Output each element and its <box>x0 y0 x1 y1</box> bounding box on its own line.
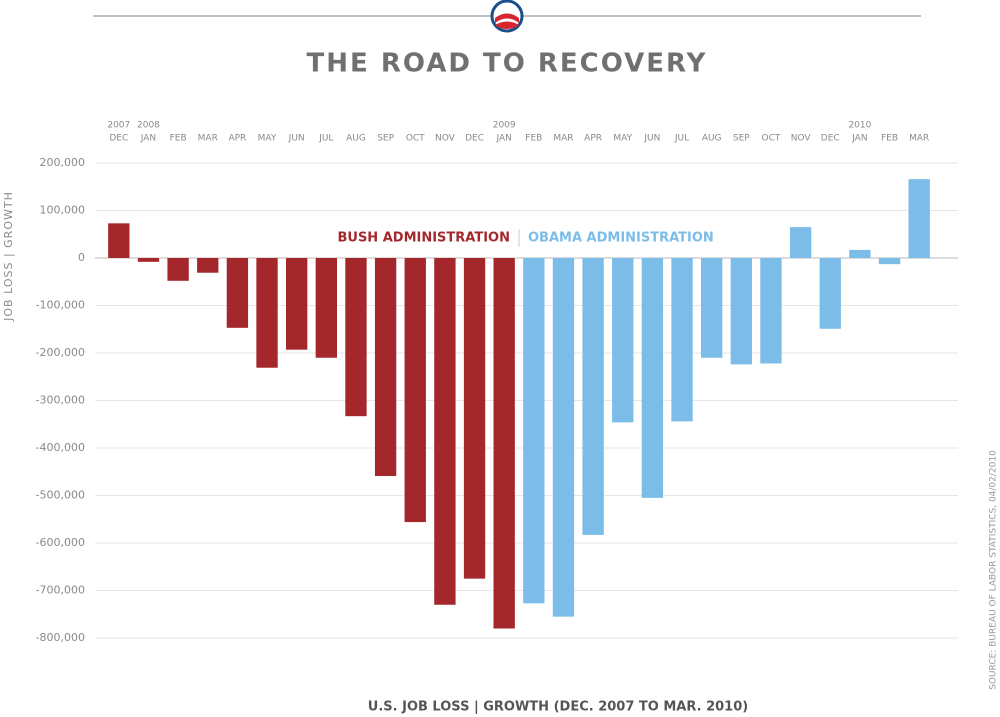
y-tick-label: -500,000 <box>36 489 85 502</box>
x-tick-label: MAR <box>553 134 573 144</box>
x-tick-label: MAR <box>198 134 218 144</box>
x-tick-label: JUN <box>288 134 305 144</box>
bar <box>671 258 693 422</box>
bar <box>108 223 130 258</box>
x-axis-label: U.S. JOB LOSS | GROWTH (DEC. 2007 TO MAR… <box>368 700 748 715</box>
y-tick-label: -700,000 <box>36 584 85 597</box>
year-label: 2009 <box>493 121 516 131</box>
bar <box>612 258 634 423</box>
x-tick-label: NOV <box>435 134 456 144</box>
bar <box>730 258 752 365</box>
x-tick-label: DEC <box>465 134 484 144</box>
x-tick-label: MAR <box>909 134 929 144</box>
logo <box>490 0 524 33</box>
chart-title: THE ROAD TO RECOVERY <box>307 49 708 79</box>
bar <box>523 258 545 604</box>
bar <box>137 258 160 262</box>
x-tick-label: OCT <box>406 134 425 144</box>
bar <box>463 258 486 579</box>
x-tick-label: AUG <box>346 134 366 144</box>
y-tick-label: 0 <box>78 251 85 264</box>
y-tick-label: 100,000 <box>40 204 86 217</box>
bar <box>197 258 219 273</box>
bar <box>819 258 841 329</box>
bar <box>849 249 871 258</box>
x-tick-label: FEB <box>525 134 542 144</box>
x-tick-label: FEB <box>170 134 187 144</box>
x-tick-label: JUL <box>318 134 333 144</box>
y-tick-label: -100,000 <box>36 299 85 312</box>
bar <box>641 258 664 498</box>
x-tick-label: OCT <box>762 134 781 144</box>
year-label: 2008 <box>137 121 160 131</box>
source-note: SOURCE: BUREAU OF LABOR STATISTICS, 04/0… <box>989 450 999 690</box>
bar <box>582 258 604 535</box>
x-tick-label: JAN <box>851 134 867 144</box>
y-tick-label: -200,000 <box>36 346 85 359</box>
x-tick-label: MAY <box>258 134 277 144</box>
x-tick-label: SEP <box>377 134 394 144</box>
x-tick-label: JAN <box>140 134 156 144</box>
x-tick-label: DEC <box>109 134 128 144</box>
bar <box>315 258 337 358</box>
bar <box>434 258 456 605</box>
x-tick-label: MAY <box>613 134 632 144</box>
bar <box>226 258 249 328</box>
bar <box>286 258 308 350</box>
annotation: OBAMA ADMINISTRATION <box>528 231 714 246</box>
y-axis-label: JOB LOSS | GROWTH <box>2 191 15 322</box>
x-tick-label: APR <box>584 134 602 144</box>
bar <box>374 258 397 477</box>
x-tick-label: SEP <box>733 134 750 144</box>
x-tick-label: APR <box>228 134 246 144</box>
y-tick-label: -400,000 <box>36 441 85 454</box>
x-tick-label: JUN <box>643 134 660 144</box>
bar <box>345 258 367 417</box>
bar <box>552 258 575 617</box>
bar <box>167 258 189 281</box>
x-tick-label: NOV <box>791 134 812 144</box>
x-tick-label: JAN <box>495 134 511 144</box>
bar <box>404 258 426 523</box>
bar <box>878 258 901 265</box>
bar <box>789 227 812 258</box>
bar <box>493 258 515 629</box>
x-tick-label: DEC <box>821 134 840 144</box>
year-label: 2010 <box>848 121 871 131</box>
annotation: BUSH ADMINISTRATION <box>337 231 510 246</box>
x-tick-label: AUG <box>702 134 722 144</box>
y-tick-label: -600,000 <box>36 536 85 549</box>
bar <box>701 258 723 358</box>
x-tick-label: FEB <box>881 134 898 144</box>
bar <box>760 258 782 364</box>
x-tick-label: JUL <box>674 134 689 144</box>
y-tick-label: 200,000 <box>40 156 86 169</box>
y-tick-label: -800,000 <box>36 631 85 644</box>
y-tick-label: -300,000 <box>36 394 85 407</box>
bar <box>256 258 278 368</box>
bar <box>908 179 930 258</box>
year-label: 2007 <box>107 121 130 131</box>
